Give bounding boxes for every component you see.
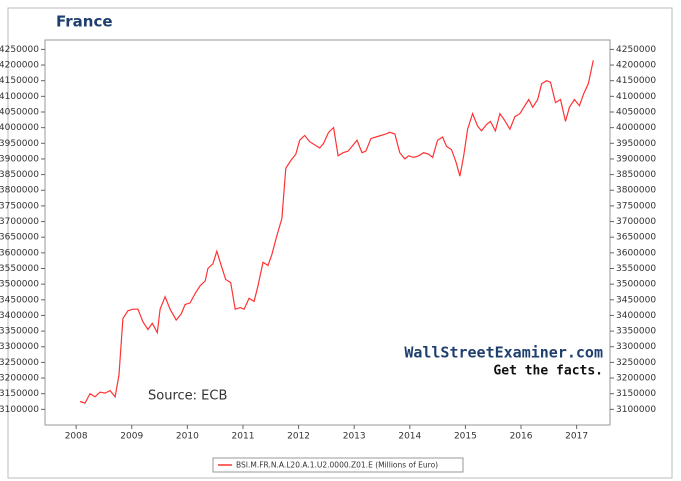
y2-tick-label: 4100000 [616,92,656,102]
y-tick-label: 3200000 [0,374,39,384]
x-tick-label: 2017 [565,432,588,442]
watermark-bg [356,341,608,383]
x-tick-label: 2009 [120,432,143,442]
y-tick-label: 4150000 [0,76,39,86]
y2-tick-label: 3400000 [616,311,656,321]
y2-tick-label: 3950000 [616,139,656,149]
y-tick-label: 4050000 [0,107,39,117]
y2-tick-label: 4050000 [616,107,656,117]
y2-tick-label: 3350000 [616,327,656,337]
y-tick-label: 3800000 [0,186,39,196]
y2-tick-label: 4200000 [616,61,656,71]
x-tick-label: 2015 [454,432,477,442]
y-tick-label: 3550000 [0,264,39,274]
y-tick-label: 4250000 [0,45,39,55]
x-tick-label: 2010 [176,432,199,442]
y2-tick-label: 4150000 [616,76,656,86]
y2-tick-label: 3850000 [616,170,656,180]
y-tick-label: 4200000 [0,61,39,71]
y-tick-label: 3850000 [0,170,39,180]
x-tick-label: 2013 [343,432,366,442]
y2-tick-label: 3900000 [616,154,656,164]
y2-tick-label: 3700000 [616,217,656,227]
source-note: Source: ECB [148,389,227,404]
y-tick-label: 3900000 [0,154,39,164]
y2-tick-label: 3650000 [616,233,656,243]
x-tick-label: 2012 [287,432,310,442]
y-tick-label: 3250000 [0,358,39,368]
y-tick-label: 3700000 [0,217,39,227]
y2-tick-label: 3550000 [616,264,656,274]
y2-tick-label: 4250000 [616,45,656,55]
y-tick-label: 3350000 [0,327,39,337]
y-tick-label: 4100000 [0,92,39,102]
y-tick-label: 3600000 [0,248,39,258]
x-tick-label: 2008 [65,432,88,442]
y2-tick-label: 3600000 [616,248,656,258]
chart-title: France [56,13,113,31]
y-tick-label: 3500000 [0,280,39,290]
y2-tick-label: 4000000 [616,123,656,133]
x-tick-label: 2014 [398,432,421,442]
y2-tick-label: 3800000 [616,186,656,196]
y-tick-label: 3950000 [0,139,39,149]
x-tick-label: 2011 [232,432,255,442]
y-tick-label: 3150000 [0,389,39,399]
y2-tick-label: 3500000 [616,280,656,290]
y-tick-label: 3300000 [0,342,39,352]
y2-tick-label: 3300000 [616,342,656,352]
y-tick-label: 3450000 [0,295,39,305]
y2-tick-label: 3150000 [616,389,656,399]
series-line [79,60,594,404]
y-tick-label: 3650000 [0,233,39,243]
y-tick-label: 3750000 [0,201,39,211]
y2-tick-label: 3450000 [616,295,656,305]
legend-label: BSI.M.FR.N.A.L20.A.1.U2.0000.Z01.E (Mill… [236,461,438,470]
legend-box [212,457,464,473]
watermark-tagline: Get the facts. [493,364,603,379]
watermark: WallStreetExaminer.com [404,344,603,362]
y-tick-label: 4000000 [0,123,39,133]
x-tick-label: 2016 [510,432,533,442]
y2-tick-label: 3100000 [616,405,656,415]
y2-tick-label: 3250000 [616,358,656,368]
y-tick-label: 3400000 [0,311,39,321]
y2-tick-label: 3200000 [616,374,656,384]
y2-tick-label: 3750000 [616,201,656,211]
y-tick-label: 3100000 [0,405,39,415]
